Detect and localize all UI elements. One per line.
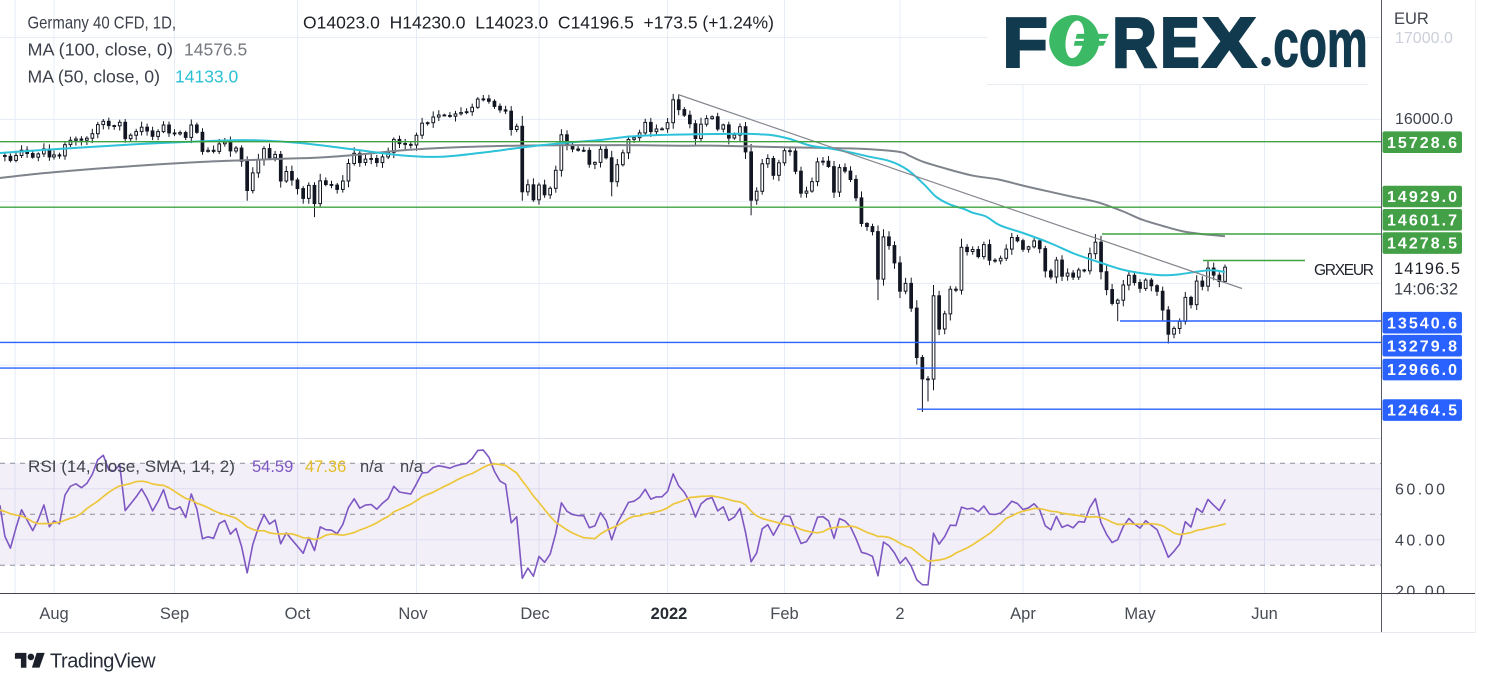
svg-text:TradingView: TradingView [50,651,156,673]
svg-text:17000.0: 17000.0 [1395,30,1453,47]
svg-text:Sep: Sep [160,605,189,623]
svg-text:47.36: 47.36 [305,458,346,476]
svg-text:15728.6: 15728.6 [1387,135,1457,152]
svg-text:Nov: Nov [398,605,428,623]
svg-text:Germany 40 CFD, 1D,: Germany 40 CFD, 1D, [28,13,177,33]
svg-text:40.00: 40.00 [1395,532,1445,549]
svg-text:O14023.0 H14230.0 L14023.0: O14023.0 H14230.0 L14023.0 C14196.5 +173… [303,13,774,33]
svg-text:13279.8: 13279.8 [1387,338,1457,355]
svg-text:60.00: 60.00 [1395,481,1445,498]
svg-text:Apr: Apr [1010,605,1036,623]
svg-text:12464.5: 12464.5 [1387,403,1457,420]
svg-text:14929.0: 14929.0 [1387,189,1457,206]
svg-text:14601.7: 14601.7 [1387,212,1457,229]
svg-text:E: E [1161,3,1200,81]
svg-text:2: 2 [895,605,904,623]
svg-text:12966.0: 12966.0 [1387,362,1457,379]
svg-text:2022: 2022 [651,605,688,623]
svg-text:X: X [1203,3,1256,81]
svg-text:14278.5: 14278.5 [1387,236,1457,253]
svg-text:May: May [1124,605,1156,623]
svg-text:54.59: 54.59 [252,458,293,476]
svg-text:14576.5: 14576.5 [184,40,247,60]
svg-text:14:06:32: 14:06:32 [1394,281,1458,299]
svg-text:14196.5: 14196.5 [1394,260,1460,278]
svg-text:13540.6: 13540.6 [1387,315,1457,332]
svg-text:F: F [1003,3,1048,81]
svg-text:n/a: n/a [360,458,384,476]
svg-text:EUR: EUR [1394,10,1429,28]
svg-text:14133.0: 14133.0 [175,67,239,87]
svg-text:Oct: Oct [285,605,311,623]
svg-text:16000.0: 16000.0 [1395,111,1453,128]
svg-text:GRXEUR: GRXEUR [1314,262,1374,279]
svg-text:Feb: Feb [770,605,798,623]
svg-text:Aug: Aug [39,605,68,623]
svg-text:Jun: Jun [1251,605,1278,623]
svg-text:R: R [1113,3,1157,81]
svg-text:n/a: n/a [400,458,424,476]
svg-text:Dec: Dec [520,605,549,623]
svg-text:RSI (14, close, SMA, 14, 2): RSI (14, close, SMA, 14, 2) [28,458,235,476]
svg-text:com: com [1273,5,1367,81]
svg-text:MA (100, close, 0): MA (100, close, 0) [28,40,174,60]
svg-text:MA (50, close, 0): MA (50, close, 0) [28,67,161,87]
